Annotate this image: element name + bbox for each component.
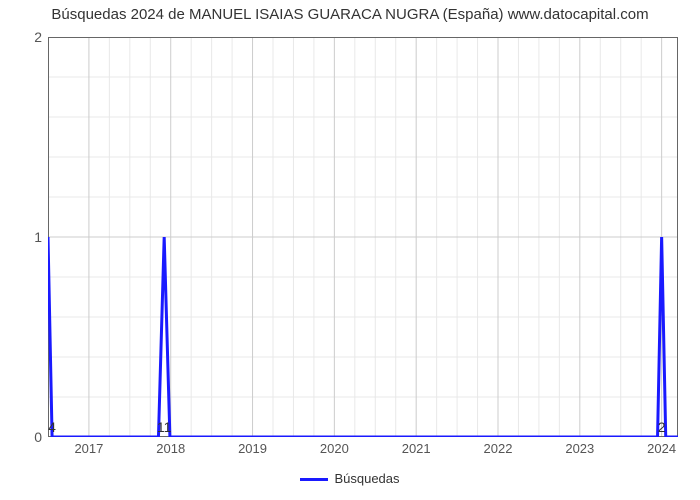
x-tick-label: 2023 bbox=[565, 441, 594, 456]
x-tick-label: 2020 bbox=[320, 441, 349, 456]
x-tick-label: 2019 bbox=[238, 441, 267, 456]
x-tick-label: 2021 bbox=[402, 441, 431, 456]
value-label: 4 bbox=[48, 419, 56, 435]
x-tick-label: 2022 bbox=[484, 441, 513, 456]
legend-swatch bbox=[300, 478, 328, 481]
y-tick-label: 2 bbox=[12, 29, 42, 45]
legend-label: Búsquedas bbox=[334, 471, 399, 486]
x-tick-label: 2024 bbox=[647, 441, 676, 456]
chart-title: Búsquedas 2024 de MANUEL ISAIAS GUARACA … bbox=[0, 0, 700, 27]
y-tick-label: 0 bbox=[12, 429, 42, 445]
chart-svg bbox=[48, 37, 678, 437]
chart-area: 0 1 2 2017 2018 2019 2020 2021 2022 2023 2024 4 11 2 bbox=[0, 27, 700, 467]
y-tick-label: 1 bbox=[12, 229, 42, 245]
value-label: 2 bbox=[658, 419, 666, 435]
legend: Búsquedas bbox=[0, 467, 700, 486]
x-tick-label: 2017 bbox=[74, 441, 103, 456]
x-tick-label: 2018 bbox=[156, 441, 185, 456]
value-label: 11 bbox=[157, 419, 172, 435]
